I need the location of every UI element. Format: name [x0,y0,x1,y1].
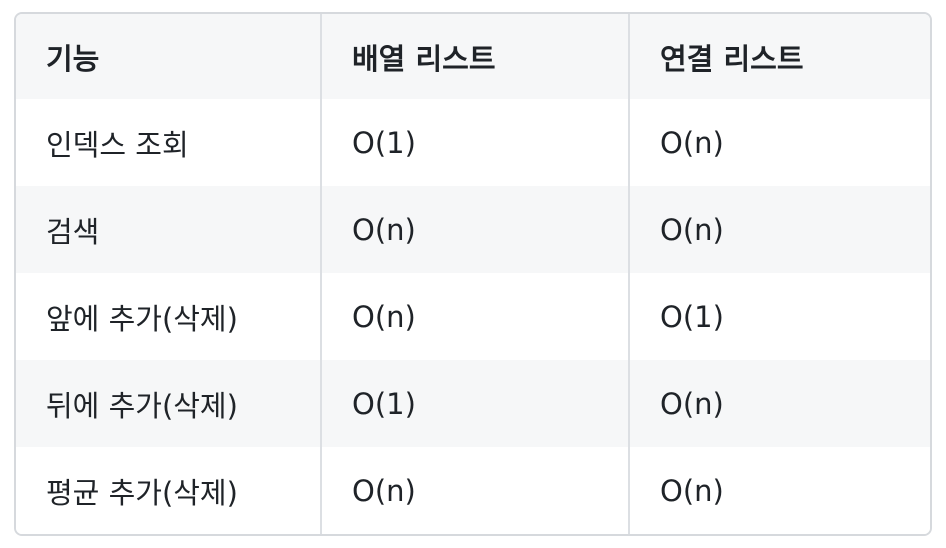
array-list-cell: O(n) [320,447,629,534]
feature-cell: 인덱스 조회 [46,127,189,162]
header-feature: 기능 [46,41,100,76]
linked-list-cell: O(n) [628,447,930,534]
table-row: 검색 O(n) O(n) [16,186,930,273]
linked-list-cell: O(n) [628,186,930,273]
feature-cell: 뒤에 추가(삭제) [46,388,238,423]
table-row: 인덱스 조회 O(1) O(n) [16,99,930,186]
header-linked-list: 연결 리스트 [628,14,930,99]
array-list-cell: O(1) [320,360,629,447]
table-row: 뒤에 추가(삭제) O(1) O(n) [16,360,930,447]
comparison-table: 기능 배열 리스트 연결 리스트 인덱스 조회 O(1) O(n) 검색 O(n… [16,14,930,534]
feature-cell: 평균 추가(삭제) [46,475,238,510]
feature-cell: 검색 [46,214,100,249]
table-header-row: 기능 배열 리스트 연결 리스트 [16,14,930,99]
header-array-list: 배열 리스트 [320,14,629,99]
feature-cell: 앞에 추가(삭제) [46,301,238,336]
linked-list-cell: O(n) [628,99,930,186]
array-list-cell: O(1) [320,99,629,186]
linked-list-cell: O(n) [628,360,930,447]
array-list-cell: O(n) [320,273,629,360]
array-list-cell: O(n) [320,186,629,273]
linked-list-cell: O(1) [628,273,930,360]
table-row: 평균 추가(삭제) O(n) O(n) [16,447,930,534]
comparison-table-container: 기능 배열 리스트 연결 리스트 인덱스 조회 O(1) O(n) 검색 O(n… [14,12,932,536]
table-row: 앞에 추가(삭제) O(n) O(1) [16,273,930,360]
